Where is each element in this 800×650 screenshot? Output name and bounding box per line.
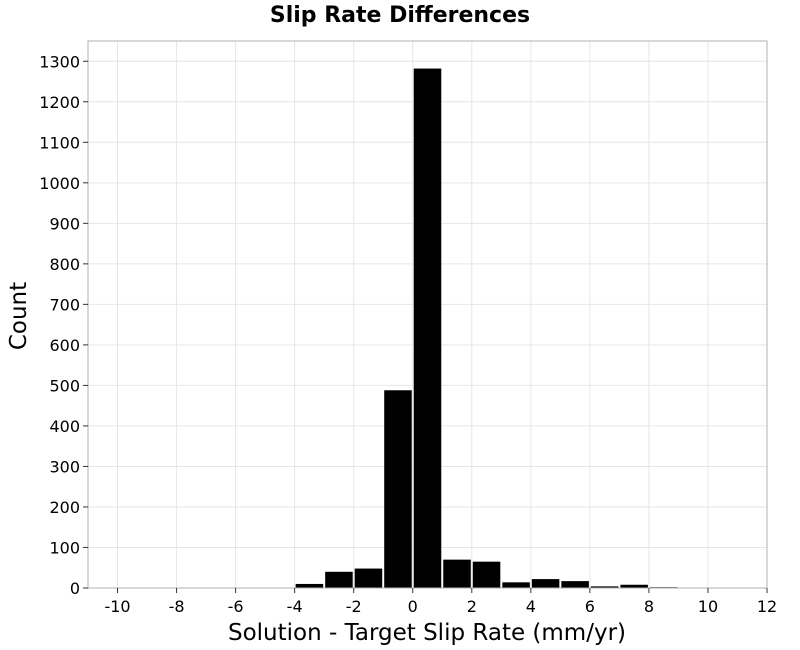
- x-tick-label: -6: [228, 597, 244, 616]
- x-tick-label: 10: [698, 597, 718, 616]
- histogram-bar: [443, 559, 471, 588]
- y-tick-label: 100: [49, 538, 80, 557]
- y-tick-label: 700: [49, 295, 80, 314]
- histogram-bar: [325, 571, 353, 588]
- x-axis-label: Solution - Target Slip Rate (mm/yr): [228, 620, 626, 646]
- histogram-bar: [295, 583, 324, 588]
- x-tick-label: -8: [169, 597, 185, 616]
- x-tick-label: -2: [346, 597, 362, 616]
- y-tick-label: 1000: [39, 174, 80, 193]
- y-tick-label: 500: [49, 376, 80, 395]
- histogram-bar: [590, 586, 619, 588]
- x-tick-label: 2: [467, 597, 477, 616]
- x-tick-label: 8: [644, 597, 654, 616]
- bars: [295, 68, 707, 588]
- x-tick-label: 12: [757, 597, 777, 616]
- y-tick-label: 900: [49, 214, 80, 233]
- histogram-bar: [413, 68, 442, 588]
- histogram-bar: [561, 581, 589, 588]
- plot-area-frame: [87, 40, 768, 589]
- y-axis-ticks: 0 100 200 300 400 500 600 700 800 900 1000 1100 1200…: [39, 52, 88, 598]
- histogram-bar: [472, 561, 501, 588]
- x-tick-label: -10: [104, 597, 130, 616]
- x-tick-label: -4: [287, 597, 303, 616]
- y-axis-label: Count: [6, 282, 32, 350]
- y-tick-label: 0: [70, 579, 80, 598]
- y-tick-label: 200: [49, 498, 80, 517]
- y-tick-label: 1300: [39, 52, 80, 71]
- chart-title: Slip Rate Differences: [270, 3, 530, 28]
- x-tick-label: 4: [526, 597, 536, 616]
- histogram-bar: [354, 568, 383, 588]
- x-tick-label: 6: [585, 597, 595, 616]
- histogram-bar: [502, 582, 530, 588]
- y-tick-label: 400: [49, 417, 80, 436]
- y-tick-label: 600: [49, 336, 80, 355]
- y-tick-label: 300: [49, 457, 80, 476]
- y-tick-label: 1100: [39, 133, 80, 152]
- y-tick-label: 1200: [39, 93, 80, 112]
- y-tick-label: 800: [49, 255, 80, 274]
- histogram-bar: [531, 579, 560, 588]
- x-tick-label: 0: [408, 597, 418, 616]
- x-axis-ticks: -10 -8 -6 -4 -2 0 2 4 6 8 10 12: [104, 588, 777, 616]
- histogram-bar: [384, 390, 412, 588]
- histogram-bar: [620, 584, 648, 588]
